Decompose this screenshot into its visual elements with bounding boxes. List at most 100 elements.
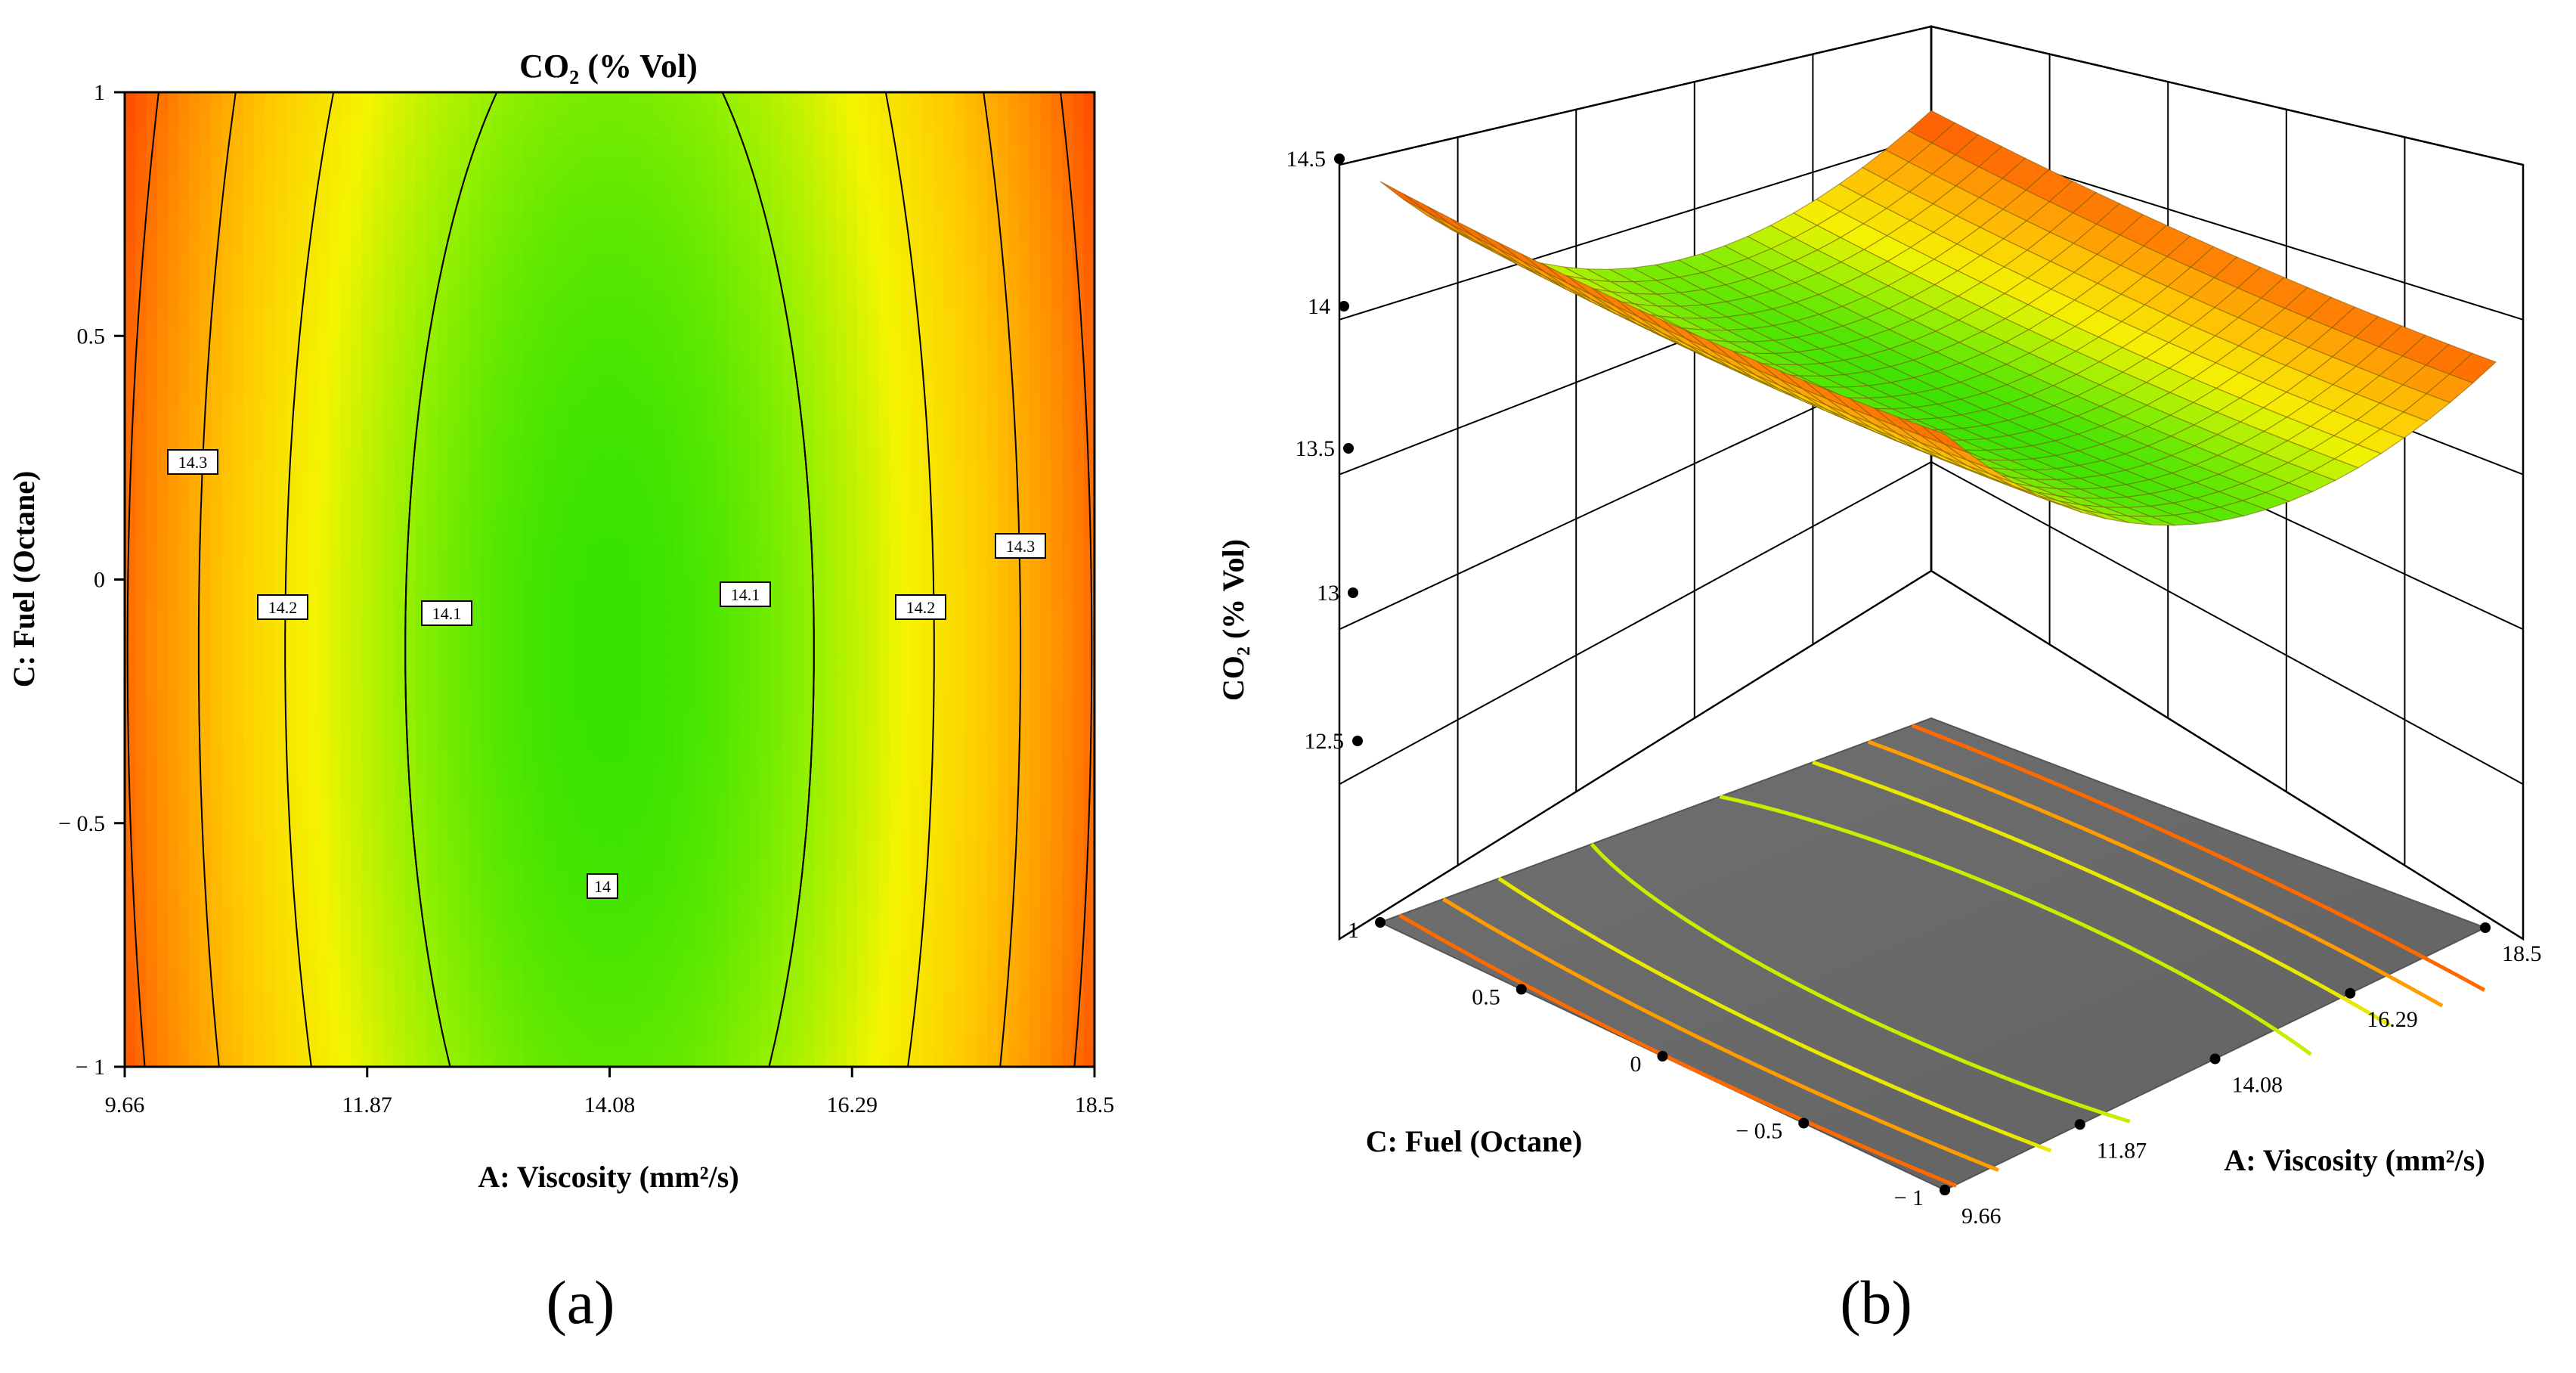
heat-cell bbox=[480, 406, 492, 418]
heat-cell bbox=[631, 92, 642, 104]
heat-cell bbox=[652, 103, 664, 115]
heat-cell bbox=[534, 980, 546, 992]
heat-cell bbox=[544, 243, 556, 256]
heat-cell bbox=[243, 937, 255, 949]
heat-cell bbox=[544, 265, 556, 277]
heat-cell bbox=[501, 471, 513, 483]
heat-cell bbox=[642, 298, 654, 310]
heat-cell bbox=[706, 763, 718, 775]
heat-cell bbox=[566, 243, 578, 256]
heat-cell bbox=[469, 1012, 481, 1024]
heat-cell bbox=[631, 492, 642, 504]
heat-cell bbox=[642, 103, 654, 115]
heat-cell bbox=[523, 579, 535, 591]
heat-cell bbox=[437, 103, 449, 115]
heat-cell bbox=[168, 731, 179, 742]
heat-cell bbox=[351, 233, 363, 245]
heat-cell bbox=[340, 655, 351, 667]
heat-cell bbox=[426, 363, 438, 374]
heat-cell bbox=[265, 709, 277, 721]
heat-cell bbox=[329, 590, 341, 602]
heat-cell bbox=[372, 471, 384, 483]
heat-cell bbox=[308, 308, 320, 321]
heat-cell bbox=[695, 211, 707, 223]
heat-cell bbox=[587, 254, 599, 266]
heat-cell bbox=[189, 569, 201, 581]
heat-cell bbox=[695, 655, 707, 667]
heat-cell bbox=[361, 634, 373, 646]
heat-cell bbox=[663, 341, 675, 353]
heat-cell bbox=[652, 904, 664, 916]
heat-cell bbox=[189, 795, 201, 807]
heat-cell bbox=[372, 980, 384, 992]
heat-cell bbox=[469, 330, 481, 342]
heat-cell bbox=[501, 860, 513, 872]
heat-cell bbox=[340, 601, 351, 613]
heat-cell bbox=[566, 265, 578, 277]
heat-cell bbox=[286, 243, 298, 256]
heat-cell bbox=[135, 406, 147, 418]
heat-cell bbox=[652, 243, 664, 256]
heat-cell bbox=[275, 103, 287, 115]
heat-cell bbox=[480, 752, 492, 764]
heat-cell bbox=[566, 460, 578, 472]
heat-cell bbox=[685, 427, 697, 439]
heat-cell bbox=[156, 439, 169, 451]
heat-cell bbox=[469, 157, 481, 169]
heat-cell bbox=[221, 590, 234, 602]
heat-cell bbox=[523, 860, 535, 872]
heat-cell bbox=[189, 579, 201, 591]
heat-cell bbox=[318, 785, 330, 797]
heat-cell bbox=[469, 287, 481, 299]
heat-cell bbox=[308, 103, 320, 115]
heat-cell bbox=[125, 1055, 136, 1068]
heat-cell bbox=[469, 233, 481, 245]
heat-cell bbox=[717, 514, 729, 526]
heat-cell bbox=[200, 666, 212, 677]
heat-cell bbox=[685, 492, 697, 504]
heat-cell bbox=[135, 427, 147, 439]
heat-cell bbox=[512, 569, 525, 581]
contour-heatmap bbox=[125, 92, 1095, 1068]
heat-cell bbox=[501, 200, 513, 212]
heat-cell bbox=[620, 92, 632, 104]
heat-cell bbox=[146, 1055, 158, 1068]
heat-cell bbox=[599, 189, 611, 201]
heat-cell bbox=[523, 504, 535, 516]
heat-cell bbox=[599, 406, 611, 418]
heat-cell bbox=[685, 1023, 697, 1035]
heat-cell bbox=[404, 124, 416, 136]
heat-cell bbox=[717, 569, 729, 581]
heat-cell bbox=[652, 1055, 664, 1068]
heat-cell bbox=[642, 417, 654, 429]
heat-cell bbox=[135, 178, 147, 191]
heat-cell bbox=[447, 536, 460, 548]
heat-cell bbox=[556, 298, 568, 310]
heat-cell bbox=[156, 492, 169, 504]
heat-cell bbox=[458, 439, 470, 451]
heat-cell bbox=[372, 427, 384, 439]
heat-cell bbox=[501, 417, 513, 429]
heat-cell bbox=[275, 406, 287, 418]
heat-cell bbox=[351, 947, 363, 959]
heat-cell bbox=[243, 449, 255, 461]
heat-cell bbox=[146, 460, 158, 472]
heat-cell bbox=[544, 947, 556, 959]
heat-cell bbox=[178, 1023, 190, 1035]
heat-cell bbox=[211, 709, 222, 721]
heat-cell bbox=[512, 363, 525, 374]
heat-cell bbox=[221, 1034, 234, 1046]
heat-cell bbox=[426, 504, 438, 516]
heat-cell bbox=[501, 287, 513, 299]
heat-cell bbox=[146, 222, 158, 234]
heat-cell bbox=[469, 655, 481, 667]
heat-cell bbox=[221, 612, 234, 624]
heat-cell bbox=[663, 211, 675, 223]
heat-cell bbox=[275, 742, 287, 754]
heat-cell bbox=[146, 1034, 158, 1046]
heat-cell bbox=[556, 612, 568, 624]
heat-cell bbox=[178, 742, 190, 754]
heat-cell bbox=[415, 395, 427, 407]
heat-cell bbox=[243, 363, 255, 374]
heat-cell bbox=[340, 882, 351, 894]
